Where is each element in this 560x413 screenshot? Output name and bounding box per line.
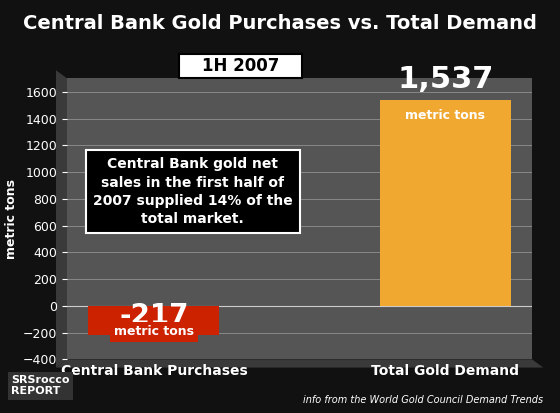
Bar <box>88 306 220 335</box>
Bar <box>380 100 511 306</box>
Text: Central Bank Gold Purchases vs. Total Demand: Central Bank Gold Purchases vs. Total De… <box>23 14 537 33</box>
Text: metric tons: metric tons <box>405 109 486 122</box>
Text: Central Bank gold net
sales in the first half of
2007 supplied 14% of the
total : Central Bank gold net sales in the first… <box>93 157 292 226</box>
Text: SRSrocco
REPORT: SRSrocco REPORT <box>11 375 69 396</box>
Text: 1,537: 1,537 <box>397 65 493 94</box>
Text: metric tons: metric tons <box>114 325 194 338</box>
Text: 1H 2007: 1H 2007 <box>202 57 279 75</box>
Text: -217: -217 <box>119 302 189 330</box>
Y-axis label: metric tons: metric tons <box>4 179 17 259</box>
Text: info from the World Gold Council Demand Trends: info from the World Gold Council Demand … <box>303 395 543 405</box>
